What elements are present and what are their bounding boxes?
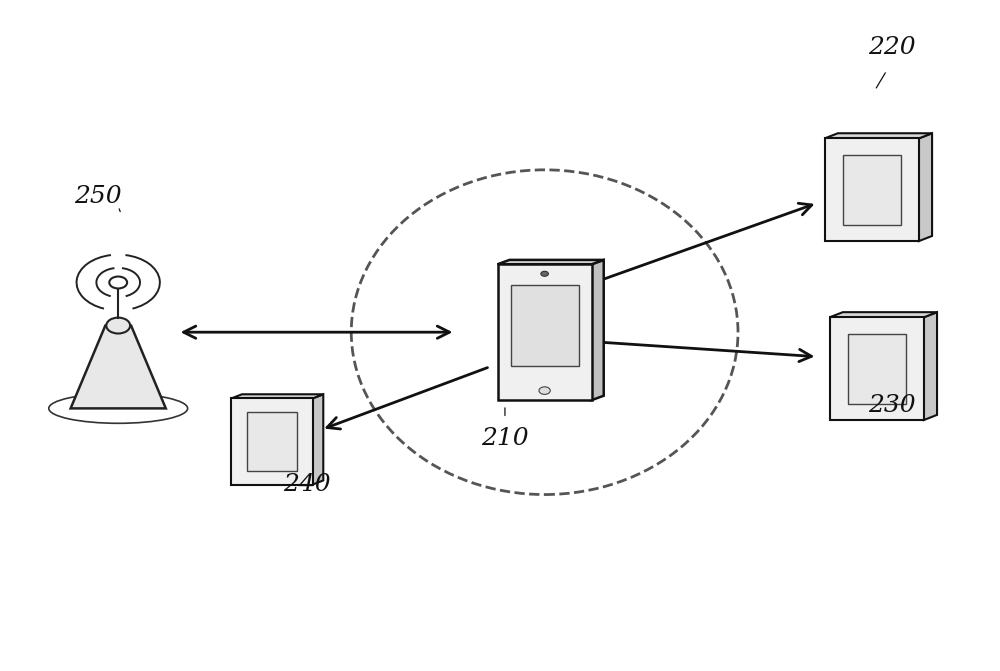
Polygon shape xyxy=(71,325,166,409)
Circle shape xyxy=(541,271,548,276)
Polygon shape xyxy=(830,312,937,317)
Circle shape xyxy=(106,317,130,333)
Polygon shape xyxy=(231,399,313,484)
Polygon shape xyxy=(231,395,323,399)
Text: 240: 240 xyxy=(283,473,330,496)
Circle shape xyxy=(109,276,127,289)
Text: 230: 230 xyxy=(868,394,916,417)
Polygon shape xyxy=(825,134,932,138)
Polygon shape xyxy=(919,134,932,241)
Polygon shape xyxy=(498,260,604,264)
Polygon shape xyxy=(511,285,579,366)
Polygon shape xyxy=(830,317,924,420)
Circle shape xyxy=(539,386,550,395)
Polygon shape xyxy=(498,264,592,400)
Polygon shape xyxy=(825,138,919,241)
Polygon shape xyxy=(247,412,297,471)
Text: 210: 210 xyxy=(481,427,529,450)
Polygon shape xyxy=(592,260,604,400)
Text: 220: 220 xyxy=(868,36,916,59)
Polygon shape xyxy=(924,312,937,420)
Polygon shape xyxy=(313,395,323,484)
Polygon shape xyxy=(843,155,901,225)
Text: 250: 250 xyxy=(75,185,122,208)
Polygon shape xyxy=(848,333,906,403)
